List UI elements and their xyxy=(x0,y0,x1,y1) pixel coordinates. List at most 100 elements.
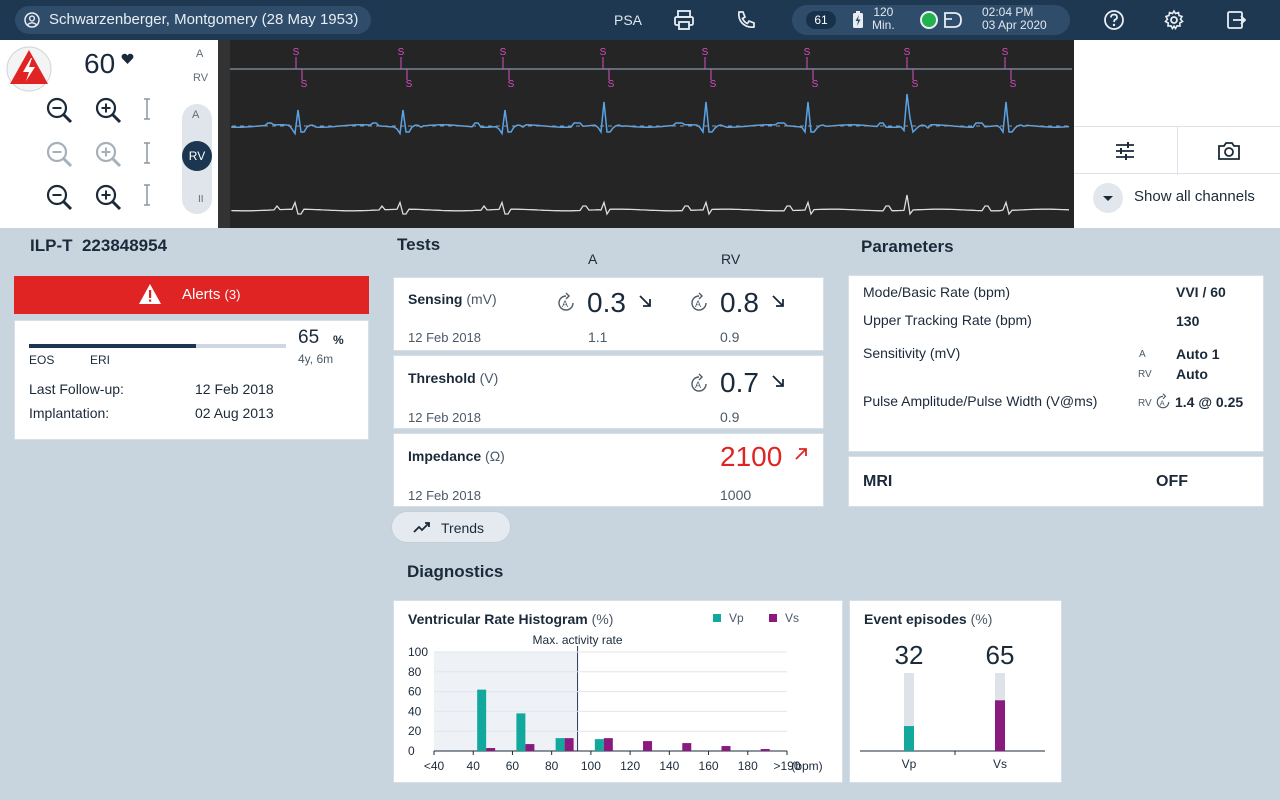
utr-value: 130 xyxy=(1176,313,1200,329)
lead-option-a[interactable]: A xyxy=(192,109,200,121)
sense-marker-label: S xyxy=(508,79,515,90)
event-episodes-card[interactable]: Event episodes (%) 32 Vp 65 Vs xyxy=(849,600,1062,783)
sense-marker-label: S xyxy=(1002,47,1009,58)
zoom-in-icon[interactable] xyxy=(93,182,123,212)
event-bar-vp xyxy=(904,726,914,751)
zoom-in-disabled-icon[interactable] xyxy=(93,139,123,169)
emergency-shock-button[interactable] xyxy=(6,46,52,92)
zoom-out-disabled-icon[interactable] xyxy=(44,139,74,169)
camera-icon[interactable] xyxy=(1217,140,1241,162)
sense-marker-label: S xyxy=(500,47,507,58)
ecg-tools: Show all channels xyxy=(1074,40,1280,228)
last-followup-label: Last Follow-up: xyxy=(29,381,124,397)
legend-swatch-vs xyxy=(769,614,777,622)
sense-marker-label: S xyxy=(812,79,819,90)
parameters-title: Parameters xyxy=(861,237,954,256)
rv-trace xyxy=(231,93,1070,136)
sense-marker-label: S xyxy=(710,79,717,90)
mode-value: VVI / 60 xyxy=(1176,284,1226,300)
phone-icon[interactable] xyxy=(735,9,757,31)
parameters-card[interactable]: Mode/Basic Rate (bpm) VVI / 60 Upper Tra… xyxy=(848,275,1264,452)
arrow-up-right-icon xyxy=(795,448,807,460)
x-tick-label: 140 xyxy=(659,759,679,773)
help-icon[interactable] xyxy=(1103,9,1125,31)
zoom-out-icon[interactable] xyxy=(44,182,74,212)
threshold-date: 12 Feb 2018 xyxy=(408,410,482,425)
printer-icon[interactable] xyxy=(673,9,695,31)
tests-col-a: A xyxy=(588,251,598,267)
arrow-down-right-icon xyxy=(772,295,784,307)
zoom-in-icon[interactable] xyxy=(93,95,123,125)
svg-text:A: A xyxy=(695,299,701,309)
psa-button[interactable]: PSA xyxy=(614,12,643,28)
device-icon xyxy=(944,12,962,28)
sens-rv-value: Auto xyxy=(1176,366,1208,382)
exit-icon[interactable] xyxy=(1225,9,1247,31)
legend-swatch-vp xyxy=(713,614,721,622)
implantation-label: Implantation: xyxy=(29,405,110,421)
heart-rate-badge: 61 xyxy=(806,11,836,29)
lead-label-a: A xyxy=(196,48,204,60)
mode-label: Mode/Basic Rate (bpm) xyxy=(863,284,1011,300)
impedance-rv-prev: 1000 xyxy=(720,487,752,503)
auto-measure-icon: A xyxy=(558,292,574,311)
sensing-date: 12 Feb 2018 xyxy=(408,330,482,345)
battery-remaining: 4y, 6m xyxy=(298,352,334,366)
sense-marker-label: S xyxy=(600,47,607,58)
mri-label: MRI xyxy=(863,473,893,490)
impedance-date: 12 Feb 2018 xyxy=(408,488,482,503)
show-all-channels-label[interactable]: Show all channels xyxy=(1134,188,1255,205)
patient-selector[interactable]: Schwarzenberger, Montgomery (28 May 1953… xyxy=(15,6,371,34)
event-episodes-chart: 32 Vp 65 Vs xyxy=(860,640,1045,771)
sensing-rv-value: 0.8 xyxy=(720,287,759,318)
sense-marker-label: S xyxy=(398,47,405,58)
user-circle-icon xyxy=(24,12,40,28)
alerts-label: Alerts xyxy=(182,286,221,303)
auto-measure-icon: A xyxy=(691,292,707,311)
sensing-card[interactable]: Sensing (mV) 12 Feb 2018 A 0.3 1.1 A 0.8… xyxy=(393,277,824,351)
x-tick-label: 100 xyxy=(581,759,601,773)
event-value-label: 65 xyxy=(986,640,1015,670)
battery-charging-icon xyxy=(853,11,863,28)
y-tick-label: 40 xyxy=(408,704,422,718)
event-title: Event episodes (%) xyxy=(864,611,993,627)
x-tick-label: 60 xyxy=(506,759,520,773)
rate-histogram-card[interactable]: Ventricular Rate Histogram (%) Max. acti… xyxy=(393,600,843,783)
filter-settings-icon[interactable] xyxy=(1114,140,1136,162)
lead-option-rv[interactable]: RV xyxy=(182,141,212,171)
device-info-card: 65 % 4y, 6m EOS ERI Last Follow-up: 12 F… xyxy=(14,320,369,440)
mri-card[interactable]: MRI OFF xyxy=(848,456,1264,507)
sensitivity-label: Sensitivity (mV) xyxy=(863,345,961,361)
gear-icon[interactable] xyxy=(1163,9,1185,31)
tests-title: Tests xyxy=(397,235,441,254)
utr-label: Upper Tracking Rate (bpm) xyxy=(863,312,1032,328)
x-tick-label: 80 xyxy=(545,759,559,773)
alerts-button[interactable]: Alerts (3) xyxy=(14,276,369,314)
svg-text:A: A xyxy=(1160,398,1165,407)
heart-icon xyxy=(121,53,134,64)
x-tick-label: 180 xyxy=(738,759,758,773)
caliper-icon[interactable] xyxy=(143,142,151,164)
eos-label: EOS xyxy=(29,353,55,367)
trends-button[interactable]: Trends xyxy=(391,511,511,543)
sens-a-value: Auto 1 xyxy=(1176,346,1220,362)
patient-name: Schwarzenberger, Montgomery (28 May 1953… xyxy=(49,11,359,28)
expand-channels-button[interactable] xyxy=(1093,183,1123,213)
sensing-a-prev: 1.1 xyxy=(588,329,608,345)
caliper-icon[interactable] xyxy=(143,184,151,206)
y-tick-label: 0 xyxy=(408,744,415,758)
zoom-out-icon[interactable] xyxy=(44,95,74,125)
battery-time: 120 Min. xyxy=(872,5,895,32)
diagnostics-title: Diagnostics xyxy=(407,562,504,581)
clock: 02:04 PM 03 Apr 2020 xyxy=(982,5,1047,32)
impedance-card[interactable]: Impedance (Ω) 12 Feb 2018 2100 1000 xyxy=(393,433,824,507)
implantation-value: 02 Aug 2013 xyxy=(195,405,274,421)
threshold-card[interactable]: Threshold (V) 12 Feb 2018 A 0.7 0.9 xyxy=(393,355,824,429)
lead-label-rv: RV xyxy=(193,72,209,84)
event-category-label: Vs xyxy=(993,757,1007,771)
sense-marker-label: S xyxy=(301,79,308,90)
tool-row xyxy=(1074,126,1280,175)
caliper-icon[interactable] xyxy=(143,98,151,120)
histogram-bar-vp xyxy=(477,689,487,751)
auto-measure-icon: A xyxy=(691,373,707,392)
